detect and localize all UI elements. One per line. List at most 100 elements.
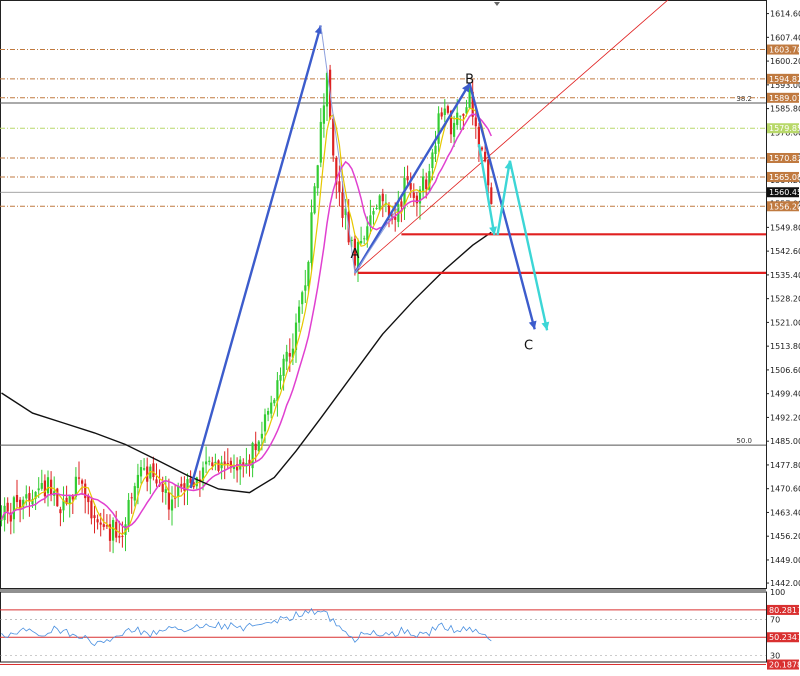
rsi-tick-label: 70 <box>770 615 780 624</box>
candle-body <box>217 460 220 471</box>
candle-body <box>251 442 254 469</box>
candle-body <box>161 484 164 492</box>
candle-body <box>298 306 301 323</box>
candle-body <box>437 113 440 144</box>
candle-body <box>183 483 186 491</box>
candle-body <box>195 477 198 487</box>
wave-connector <box>320 25 356 273</box>
wave-connector <box>354 206 399 274</box>
price-tick-label: 1614.60 <box>770 10 800 19</box>
candle-body <box>480 147 484 150</box>
candle-body <box>366 226 369 241</box>
candle-body <box>50 479 53 495</box>
candle-body <box>422 176 425 191</box>
candle-body <box>28 493 31 502</box>
candle-body <box>81 480 84 484</box>
wave-label: C <box>524 338 533 353</box>
candle-body <box>378 195 381 210</box>
price-tick-label: 1449.00 <box>770 556 800 565</box>
candle-body <box>418 189 422 204</box>
candle-body <box>139 467 143 477</box>
candle-body <box>288 353 291 357</box>
wave-arrow <box>189 25 322 489</box>
price-tick-label: 1549.80 <box>770 223 800 232</box>
candle-body <box>6 502 9 512</box>
fib-level-label: 50.0 <box>736 437 752 445</box>
candle-body <box>74 476 77 497</box>
candle-body <box>267 411 270 415</box>
candle-body <box>87 495 90 503</box>
candle-body <box>282 358 285 376</box>
arrow-head-icon <box>462 83 470 93</box>
price-tick-label: 1470.60 <box>770 485 800 494</box>
candle-body <box>56 488 59 507</box>
rsi-badge-bg <box>767 604 799 615</box>
candle-body <box>0 519 3 521</box>
candle-body <box>102 524 105 527</box>
candle-body <box>465 107 468 114</box>
current-price-badge: 1560.45 <box>769 188 800 197</box>
candle-body <box>34 491 37 499</box>
candle-body <box>322 105 325 124</box>
wave-arrow <box>477 144 496 236</box>
candle-body <box>372 211 375 215</box>
candle-body <box>453 122 456 137</box>
level-badge: 1603.70 <box>769 46 800 55</box>
candle-body <box>96 519 99 523</box>
price-tick-label: 1593.00 <box>770 81 800 90</box>
candle-body <box>477 126 480 148</box>
candle-body <box>31 499 34 505</box>
candle-body <box>77 477 81 479</box>
rsi-line <box>1 607 492 647</box>
candle-body <box>381 193 384 202</box>
candle-body <box>387 204 391 216</box>
candle-body <box>25 494 28 499</box>
level-badge-bg <box>767 73 799 84</box>
price-tick-label: 1463.40 <box>770 508 800 517</box>
ma-slow-line <box>1 231 492 494</box>
price-axis[interactable]: 1614.601607.401600.201593.001585.801578.… <box>766 10 800 588</box>
candle-body <box>208 460 211 462</box>
candle-body <box>431 152 434 169</box>
candle-body <box>68 496 71 505</box>
scroll-marker-icon <box>494 2 500 6</box>
wave-label: A <box>350 247 359 262</box>
price-tick-label: 1442.00 <box>770 579 800 588</box>
price-tick-label: 1535.40 <box>770 271 800 280</box>
candle-body <box>170 499 174 511</box>
level-badge-bg <box>767 171 799 182</box>
candle-body <box>449 111 453 135</box>
candle-body <box>270 402 273 414</box>
price-tick-label: 1600.20 <box>770 57 800 66</box>
drawings: A B C <box>189 0 766 489</box>
candle-body <box>220 462 223 469</box>
moving-averages <box>0 107 492 536</box>
candle-body <box>12 497 15 520</box>
candle-body <box>19 499 22 509</box>
candle-body <box>484 151 487 162</box>
candle-body <box>474 117 477 127</box>
candle-body <box>369 215 372 226</box>
level-badge: 1579.85 <box>769 124 800 133</box>
candle-body <box>462 113 465 116</box>
candle-body <box>332 118 335 156</box>
candle-body <box>434 145 437 155</box>
level-badge: 1565.08 <box>769 173 800 182</box>
candle-body <box>167 492 170 510</box>
candle-body <box>84 483 87 499</box>
candle-body <box>9 512 12 522</box>
candle-body <box>363 238 366 240</box>
candle-body <box>301 292 304 305</box>
rsi-level-badge: 20.1878 <box>769 661 800 670</box>
candle-body <box>112 520 115 541</box>
price-tick-label: 1542.60 <box>770 247 800 256</box>
rsi-panel: 100 70 30 80.2817 50.2347 20.1878 <box>0 588 800 670</box>
candle-body <box>273 399 276 404</box>
candle-body <box>428 171 431 191</box>
candle-body <box>319 121 322 163</box>
candle-body <box>276 380 279 402</box>
candle-body <box>15 494 19 503</box>
candle-body <box>90 500 93 519</box>
candle-body <box>487 159 490 186</box>
